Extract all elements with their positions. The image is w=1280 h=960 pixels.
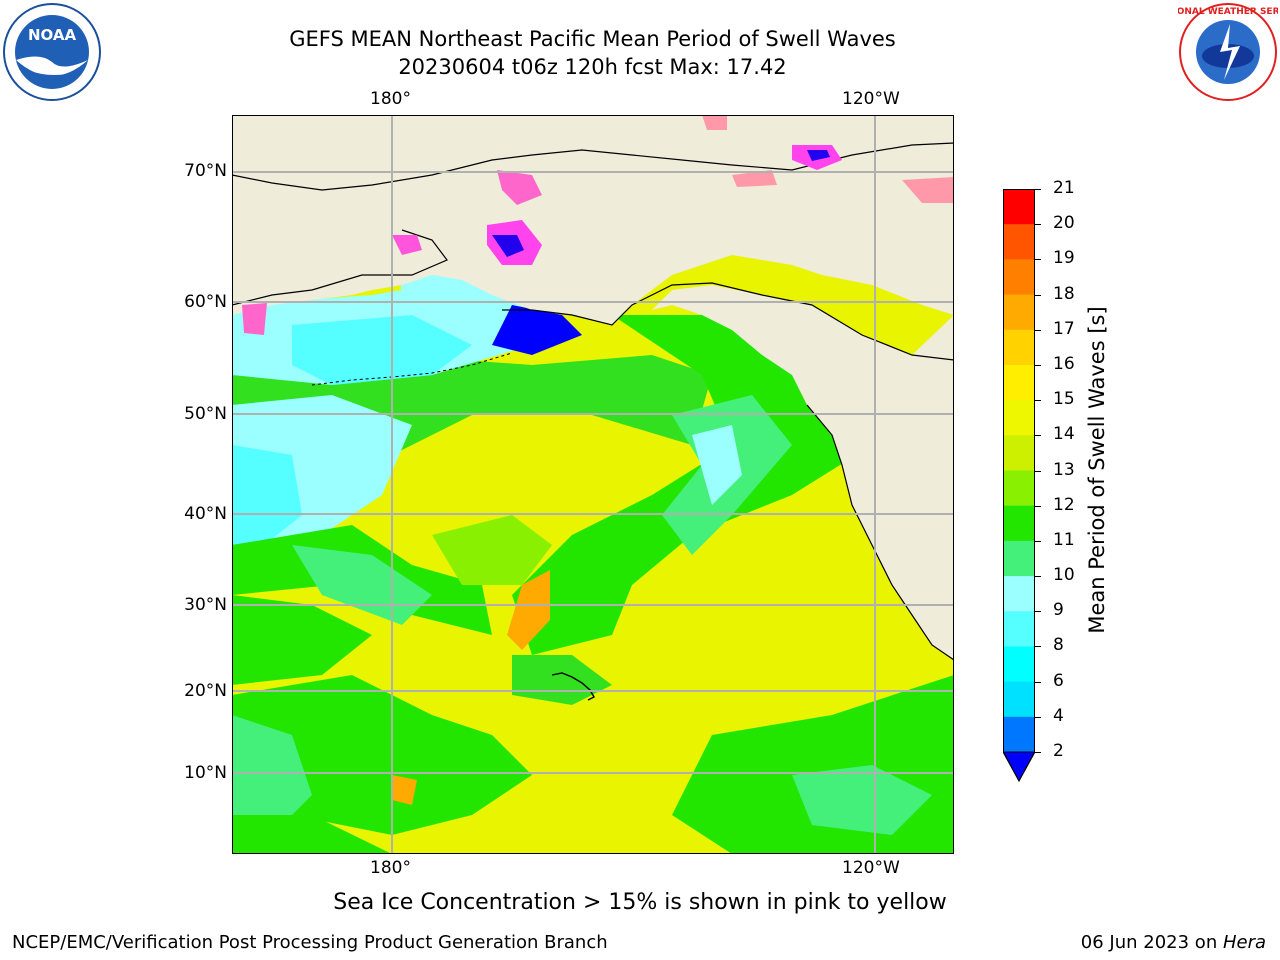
colorbar-tick-mark bbox=[1035, 576, 1041, 578]
lat-label-30n: 30°N bbox=[184, 595, 227, 615]
nws-logo-icon: NATIONAL WEATHER SERVICE bbox=[1153, 3, 1280, 101]
colorbar-tick-label: 16 bbox=[1053, 353, 1075, 374]
colorbar-tick-label: 17 bbox=[1053, 318, 1075, 339]
nws-logo-text: NATIONAL WEATHER SERVICE bbox=[1178, 7, 1278, 17]
colorbar-label: Mean Period of Swell Waves [s] bbox=[1085, 306, 1109, 634]
colorbar-tick-label: 13 bbox=[1053, 459, 1075, 480]
colorbar-tick-mark bbox=[1035, 259, 1041, 261]
colorbar-swatch bbox=[1003, 294, 1035, 331]
colorbar-swatch bbox=[1003, 611, 1035, 647]
footer-left: NCEP/EMC/Verification Post Processing Pr… bbox=[12, 932, 608, 953]
chart-title-line1: GEFS MEAN Northeast Pacific Mean Period … bbox=[289, 27, 896, 51]
footer-date: 06 Jun 2023 on bbox=[1080, 932, 1223, 953]
lat-label-10n: 10°N bbox=[184, 763, 227, 783]
colorbar-ticks: 21 20 19 18 17 16 15 14 13 12 11 10 9 8 6 4 2 bbox=[1035, 178, 1080, 769]
colorbar-tick-mark bbox=[1035, 611, 1041, 613]
colorbar bbox=[1002, 189, 1036, 783]
colorbar-tick-label: 21 bbox=[1053, 178, 1075, 198]
colorbar-swatch bbox=[1003, 400, 1035, 436]
colorbar-tick-label: 14 bbox=[1053, 424, 1075, 445]
colorbar-swatch bbox=[1003, 505, 1035, 542]
colorbar-tick-label: 15 bbox=[1053, 389, 1075, 410]
lat-label-50n: 50°N bbox=[184, 404, 227, 424]
colorbar-swatch bbox=[1003, 540, 1035, 577]
lat-label-60n: 60°N bbox=[184, 292, 227, 312]
colorbar-swatch bbox=[1003, 681, 1035, 718]
colorbar-swatch bbox=[1003, 435, 1035, 471]
lon-label-top-180: 180° bbox=[370, 89, 411, 109]
colorbar-tick-mark bbox=[1035, 752, 1041, 753]
colorbar-tick-mark bbox=[1035, 329, 1041, 331]
colorbar-swatch bbox=[1003, 364, 1035, 401]
footer-host: Hera bbox=[1222, 932, 1266, 953]
lat-label-40n: 40°N bbox=[184, 504, 227, 524]
swell-period-map bbox=[232, 115, 954, 854]
lat-label-70n: 70°N bbox=[184, 161, 227, 181]
colorbar-tick-mark bbox=[1035, 681, 1041, 683]
colorbar-extend-triangle bbox=[1002, 751, 1036, 783]
colorbar-tick-label: 8 bbox=[1053, 635, 1064, 656]
colorbar-swatch bbox=[1003, 224, 1035, 260]
colorbar-swatch bbox=[1003, 576, 1035, 612]
colorbar-swatch bbox=[1003, 259, 1035, 296]
footer-right: 06 Jun 2023 on Hera bbox=[1081, 932, 1266, 953]
colorbar-tick-mark bbox=[1035, 435, 1041, 437]
colorbar-tick-mark bbox=[1035, 224, 1041, 226]
colorbar-tick-label: 18 bbox=[1053, 283, 1075, 304]
colorbar-swatch bbox=[1003, 189, 1035, 225]
colorbar-tick-mark bbox=[1035, 364, 1041, 366]
colorbar-tick-mark bbox=[1035, 716, 1041, 718]
colorbar-tick-label: 4 bbox=[1053, 705, 1064, 726]
colorbar-tick-mark bbox=[1035, 294, 1041, 296]
colorbar-tick-label: 19 bbox=[1053, 248, 1075, 269]
colorbar-tick-mark bbox=[1035, 189, 1041, 190]
colorbar-swatch bbox=[1003, 646, 1035, 683]
lon-label-bottom-180: 180° bbox=[370, 858, 411, 878]
colorbar-tick-mark bbox=[1035, 540, 1041, 542]
colorbar-swatch bbox=[1003, 329, 1035, 366]
colorbar-tick-label: 2 bbox=[1053, 741, 1064, 761]
colorbar-swatches bbox=[1002, 189, 1036, 783]
noaa-logo-text: NOAA bbox=[28, 26, 77, 44]
colorbar-tick-label: 9 bbox=[1053, 600, 1064, 621]
noaa-logo: NOAA bbox=[2, 2, 102, 102]
colorbar-tick-label: 10 bbox=[1053, 565, 1075, 586]
colorbar-tick-mark bbox=[1035, 400, 1041, 402]
colorbar-tick-label: 6 bbox=[1053, 670, 1064, 691]
colorbar-tick-mark bbox=[1035, 470, 1041, 472]
noaa-logo-icon: NOAA bbox=[3, 3, 101, 101]
sea-ice-notice: Sea Ice Concentration > 15% is shown in … bbox=[333, 890, 947, 915]
colorbar-outline bbox=[1003, 189, 1035, 783]
lat-label-20n: 20°N bbox=[184, 681, 227, 701]
nws-logo: NATIONAL WEATHER SERVICE bbox=[1153, 2, 1280, 102]
colorbar-tick-mark bbox=[1035, 646, 1041, 648]
colorbar-tick-label: 11 bbox=[1053, 529, 1075, 550]
colorbar-tick-label: 12 bbox=[1053, 494, 1075, 515]
colorbar-tick-label: 20 bbox=[1053, 213, 1075, 234]
lon-label-bottom-120w: 120°W bbox=[842, 858, 900, 878]
lon-label-top-120w: 120°W bbox=[842, 89, 900, 109]
colorbar-tick-mark bbox=[1035, 505, 1041, 507]
colorbar-swatch bbox=[1003, 716, 1035, 753]
colorbar-swatch bbox=[1003, 470, 1035, 507]
chart-title-line2: 20230604 t06z 120h fcst Max: 17.42 bbox=[398, 55, 787, 79]
